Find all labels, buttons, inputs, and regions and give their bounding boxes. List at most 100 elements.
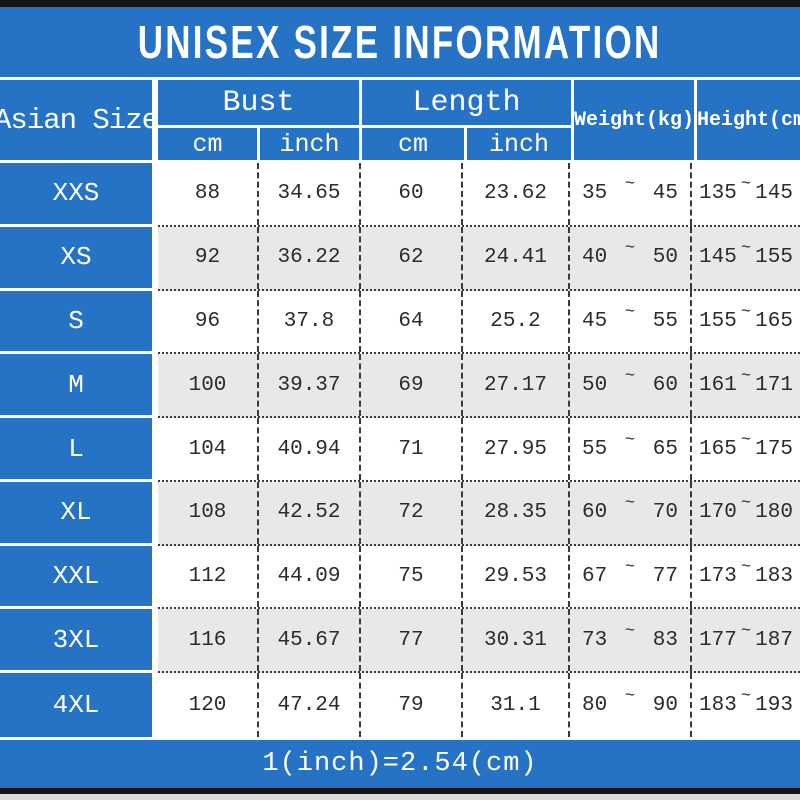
bust-header: Bust bbox=[158, 80, 359, 125]
bust-cm-value: 88 bbox=[194, 182, 221, 206]
height-range: 165 ~175 bbox=[690, 418, 800, 480]
bust-cm-value: 96 bbox=[194, 309, 221, 333]
tilde: ~ bbox=[740, 366, 752, 386]
height-max: 145 bbox=[755, 182, 793, 206]
tilde: ~ bbox=[624, 302, 636, 322]
tilde: ~ bbox=[624, 175, 636, 195]
tilde: ~ bbox=[624, 686, 636, 706]
divider bbox=[152, 80, 158, 160]
weight-max: 70 bbox=[652, 501, 678, 525]
divider bbox=[152, 545, 158, 610]
divider bbox=[694, 80, 698, 160]
table-row: XXS 88 34.65 60 23.62 35 ~45 135 ~145 bbox=[0, 163, 800, 227]
weight-max: 45 bbox=[652, 182, 678, 206]
table-row: XXL 112 44.09 75 29.53 67 ~77 173 ~183 bbox=[0, 545, 800, 610]
weight-range: 35 ~45 bbox=[568, 163, 690, 225]
height-max: 187 bbox=[755, 628, 793, 652]
bust-inch-value: 47.24 bbox=[257, 673, 359, 738]
divider bbox=[0, 77, 800, 80]
tilde: ~ bbox=[624, 430, 636, 450]
tilde: ~ bbox=[740, 175, 752, 195]
bust-cm-value: 92 bbox=[194, 246, 221, 270]
row-cells: 96 37.8 64 25.2 45 ~55 155 ~165 bbox=[158, 290, 800, 355]
size-label: L bbox=[0, 418, 152, 482]
height-header: Height(cm) bbox=[697, 80, 800, 160]
divider bbox=[152, 354, 158, 419]
table-rows: XXS 88 34.65 60 23.62 35 ~45 135 ~145 XS 92 36.22 62… bbox=[0, 163, 800, 738]
tilde: ~ bbox=[740, 686, 752, 706]
length-header: Length bbox=[362, 80, 571, 125]
length-inch-value: 23.62 bbox=[461, 163, 568, 225]
bust-inch-value: 42.52 bbox=[257, 481, 359, 544]
divider bbox=[152, 163, 158, 227]
size-label: XXS bbox=[0, 163, 152, 227]
length-cm-value: 77 bbox=[359, 609, 461, 672]
row-cells: 116 45.67 77 30.31 73 ~83 177 ~187 bbox=[158, 609, 800, 674]
conversion-note: 1(inch)=2.54(cm) bbox=[262, 749, 538, 779]
height-range: 183 ~193 bbox=[690, 673, 800, 738]
bust-header-group: Bust cm inch bbox=[158, 80, 359, 160]
weight-min: 73 bbox=[582, 628, 608, 652]
weight-min: 67 bbox=[582, 565, 608, 589]
title-band: UNISEX SIZE INFORMATION bbox=[0, 7, 800, 77]
divider bbox=[571, 80, 574, 160]
height-range: 173 ~183 bbox=[690, 545, 800, 608]
tilde: ~ bbox=[740, 621, 752, 641]
weight-max: 55 bbox=[652, 309, 678, 333]
height-range: 161 ~171 bbox=[690, 354, 800, 417]
size-label: M bbox=[0, 354, 152, 419]
size-label: XL bbox=[0, 481, 152, 546]
bust-cm-header: cm bbox=[158, 128, 257, 160]
divider bbox=[152, 418, 158, 482]
table-row: 4XL 120 47.24 79 31.1 80 ~90 183 ~193 bbox=[0, 673, 800, 738]
height-min: 183 bbox=[699, 693, 737, 717]
weight-range: 60 ~70 bbox=[568, 481, 690, 544]
height-min: 155 bbox=[699, 309, 737, 333]
weight-range: 73 ~83 bbox=[568, 609, 690, 672]
weight-min: 35 bbox=[582, 182, 608, 206]
height-range: 155 ~165 bbox=[690, 290, 800, 353]
weight-max: 77 bbox=[652, 565, 678, 589]
length-cm-header: cm bbox=[362, 128, 464, 160]
page-title: UNISEX SIZE INFORMATION bbox=[138, 16, 662, 68]
weight-min: 40 bbox=[582, 246, 608, 270]
divider bbox=[152, 481, 158, 546]
divider bbox=[152, 290, 158, 355]
height-max: 183 bbox=[755, 565, 793, 589]
length-inch-value: 27.17 bbox=[461, 354, 568, 417]
table-row: S 96 37.8 64 25.2 45 ~55 155 ~165 bbox=[0, 290, 800, 355]
bust-cm-value: 112 bbox=[188, 565, 227, 589]
table-row: XL 108 42.52 72 28.35 60 ~70 170 ~180 bbox=[0, 481, 800, 546]
bust-inch-value: 36.22 bbox=[257, 226, 359, 289]
bust-inch-value: 45.67 bbox=[257, 609, 359, 672]
length-inch-header: inch bbox=[467, 128, 571, 160]
bottom-strip bbox=[0, 794, 800, 800]
length-cm-value: 60 bbox=[359, 163, 461, 225]
size-label: S bbox=[0, 290, 152, 355]
height-range: 135 ~145 bbox=[690, 163, 800, 225]
size-label: XS bbox=[0, 226, 152, 291]
length-inch-value: 29.53 bbox=[461, 545, 568, 608]
weight-min: 80 bbox=[582, 693, 608, 717]
height-min: 170 bbox=[699, 501, 737, 525]
weight-range: 67 ~77 bbox=[568, 545, 690, 608]
row-cells: 100 39.37 69 27.17 50 ~60 161 ~171 bbox=[158, 354, 800, 419]
weight-min: 55 bbox=[582, 437, 608, 461]
top-black-bar bbox=[0, 0, 800, 7]
divider bbox=[152, 673, 158, 738]
height-min: 161 bbox=[699, 373, 737, 397]
bottom-black-bar bbox=[0, 788, 800, 794]
height-max: 155 bbox=[755, 246, 793, 270]
length-inch-value: 27.95 bbox=[461, 418, 568, 480]
table-header: Asian Size Bust cm inch Length cm inch W… bbox=[0, 80, 800, 160]
weight-range: 50 ~60 bbox=[568, 354, 690, 417]
row-cells: 88 34.65 60 23.62 35 ~45 135 ~145 bbox=[158, 163, 800, 227]
length-cm-value: 62 bbox=[359, 226, 461, 289]
weight-max: 90 bbox=[652, 693, 678, 717]
footer-band: 1(inch)=2.54(cm) bbox=[0, 740, 800, 788]
size-label: 4XL bbox=[0, 673, 152, 738]
height-range: 177 ~187 bbox=[690, 609, 800, 672]
tilde: ~ bbox=[624, 494, 636, 514]
tilde: ~ bbox=[740, 430, 752, 450]
height-range: 145 ~155 bbox=[690, 226, 800, 289]
